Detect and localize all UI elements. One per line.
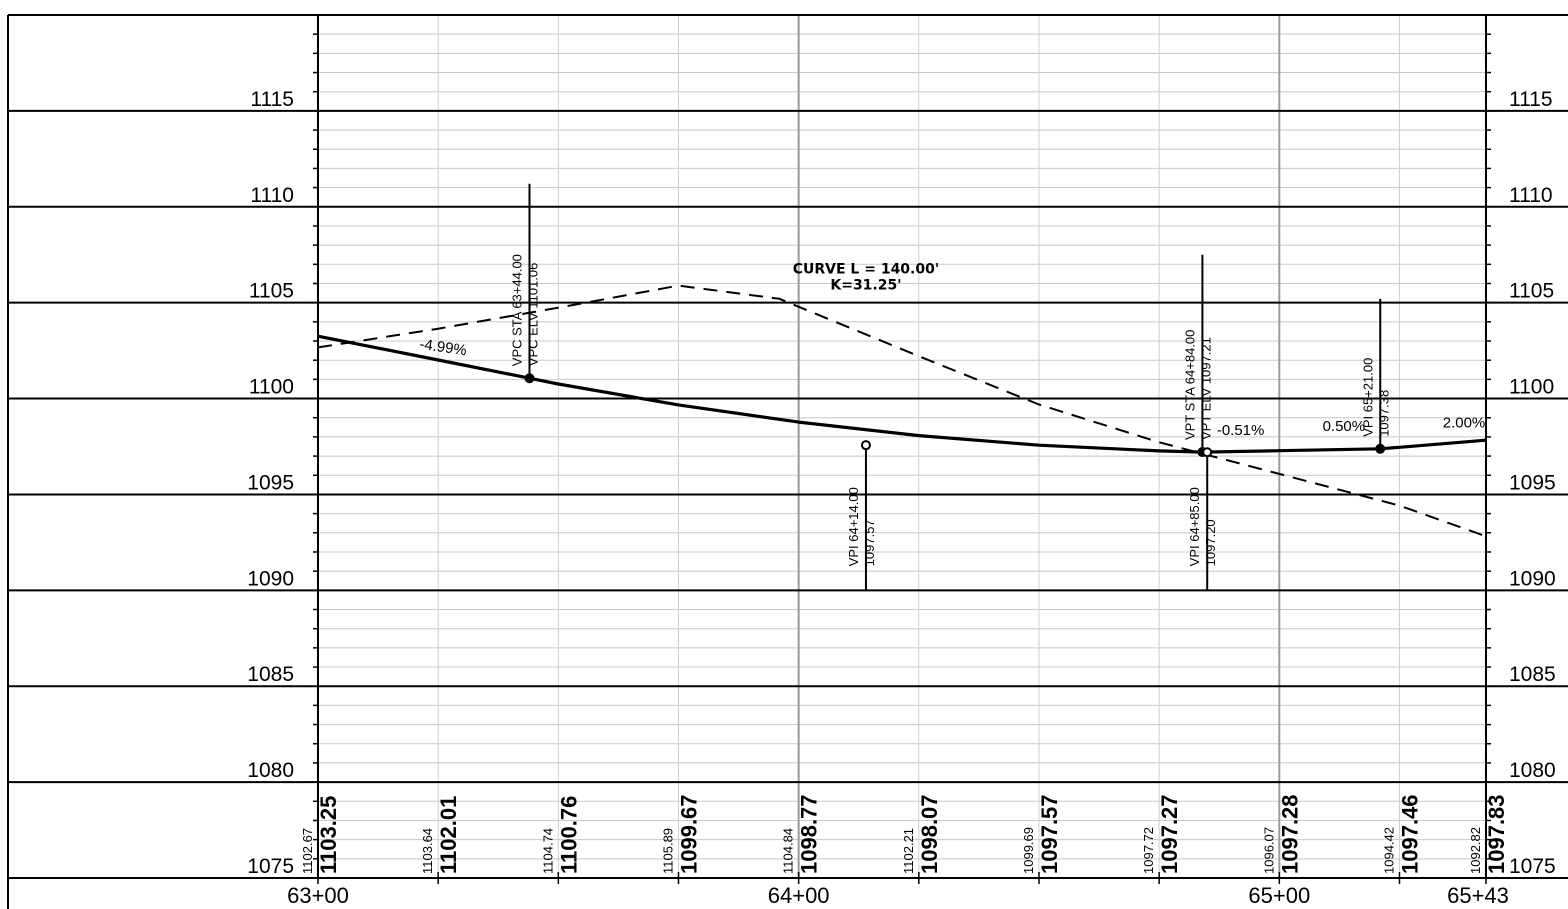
vpt-label: VPT ELV 1097.21 — [1198, 337, 1213, 440]
vpi-3-label: 1097.38 — [1376, 390, 1391, 437]
existing-ground-value: 1103.64 — [420, 828, 435, 874]
station-labels: 63+00 64+00 65+00 65+43 — [287, 883, 1509, 908]
right-elevation-label: 1115 — [1509, 88, 1553, 111]
proposed-grade-value: 1097.46 — [1397, 794, 1422, 874]
station-label: 65+00 — [1248, 883, 1310, 908]
vpi-3-marker — [1375, 443, 1386, 454]
right-elevation-label: 1095 — [1509, 471, 1556, 494]
left-elevation-label: 1115 — [250, 88, 294, 111]
existing-ground-value: 1092.82 — [1468, 827, 1483, 874]
vertical-point-callouts: VPC STA 63+44.00 VPC ELV 1101.06 VPI 64+14… — [509, 183, 1391, 591]
vpt-label: VPT STA 64+84.00 — [1182, 330, 1197, 440]
left-elevation-label: 1090 — [247, 567, 294, 590]
right-elevation-label: 1075 — [1509, 855, 1556, 878]
existing-ground-line — [317, 284, 1487, 538]
left-elevation-label: 1085 — [247, 663, 294, 686]
vpc-label: VPC ELV 1101.06 — [525, 263, 540, 367]
left-elevation-label: 1095 — [247, 471, 294, 494]
proposed-grade-value: 1097.57 — [1037, 794, 1062, 874]
existing-ground-value: 1104.84 — [781, 828, 796, 874]
existing-ground-value: 1102.21 — [901, 828, 916, 874]
right-elevation-label: 1100 — [1509, 376, 1554, 399]
proposed-grade-value: 1097.83 — [1484, 794, 1509, 874]
grade-and-curve-notes: -4.99% -0.51% 0.50% 2.00% CURVE L = 140.00'K… — [418, 261, 1485, 439]
vpc-marker — [524, 373, 535, 384]
proposed-grade-value: 1097.28 — [1277, 794, 1302, 874]
right-elevation-label: 1080 — [1509, 759, 1556, 782]
right-elevation-label: 1110 — [1509, 184, 1553, 207]
right-elevation-label: 1085 — [1509, 663, 1556, 686]
grade-label: 2.00% — [1443, 414, 1486, 431]
proposed-grade-value: 1103.25 — [316, 796, 341, 874]
right-elevation-label: 1105 — [1509, 280, 1554, 303]
left-elevation-label: 1080 — [247, 759, 294, 782]
vpi-1-marker — [860, 440, 871, 451]
left-elevation-label: 1105 — [249, 280, 294, 303]
proposed-grade-value: 1098.77 — [797, 794, 822, 874]
existing-ground-value: 1096.07 — [1261, 827, 1276, 874]
vpc-label: VPC STA 63+44.00 — [509, 254, 524, 366]
proposed-grade-line — [317, 334, 1487, 454]
grade-label: 0.50% — [1323, 418, 1366, 435]
curve-k-value-label: K=31.25' — [830, 277, 901, 293]
proposed-grade-value: 1098.07 — [917, 794, 942, 874]
vpi-2-label: 1097.20 — [1203, 519, 1218, 566]
bottom-elevation-values: 1102.67 1103.25 1103.64 1102.01 1104.74 1100.… — [300, 794, 1509, 874]
grid — [318, 15, 1486, 878]
existing-ground-value: 1094.42 — [1381, 827, 1396, 874]
station-label: 65+43 — [1447, 883, 1509, 908]
vpi-2-label: VPI 64+85.00 — [1187, 487, 1202, 566]
vpi-1-label: VPI 64+14.00 — [846, 487, 861, 566]
proposed-grade-value: 1099.67 — [676, 794, 701, 874]
existing-ground-value: 1105.89 — [660, 828, 675, 874]
curve-length-label: CURVE L = 140.00' — [793, 261, 939, 277]
profile-lines — [317, 284, 1487, 538]
existing-ground-value: 1102.67 — [300, 828, 315, 874]
existing-ground-value: 1097.72 — [1141, 827, 1156, 874]
proposed-grade-value: 1100.76 — [556, 796, 581, 874]
grade-label: -4.99% — [418, 336, 467, 359]
proposed-grade-value: 1102.01 — [436, 796, 461, 874]
sheet-frame — [7, 14, 1568, 909]
station-label: 63+00 — [287, 883, 349, 908]
existing-ground-value: 1099.69 — [1021, 827, 1036, 874]
left-elevation-label: 1075 — [247, 855, 294, 878]
vpi-3-label: VPI 65+21.00 — [1360, 358, 1375, 437]
station-label: 64+00 — [768, 883, 830, 908]
right-elevation-label: 1090 — [1509, 567, 1556, 590]
grade-label: -0.51% — [1217, 422, 1265, 439]
existing-ground-value: 1104.74 — [540, 828, 555, 874]
left-elevation-label: 1110 — [250, 184, 294, 207]
elevation-labels: 1080 1080 1085 1085 1090 1090 1095 1095 1100 1100… — [247, 88, 1555, 878]
left-elevation-label: 1100 — [249, 376, 294, 399]
vpi-1-label: 1097.57 — [862, 519, 877, 566]
vpi-2-marker — [1202, 447, 1213, 458]
proposed-grade-value: 1097.27 — [1157, 794, 1182, 874]
